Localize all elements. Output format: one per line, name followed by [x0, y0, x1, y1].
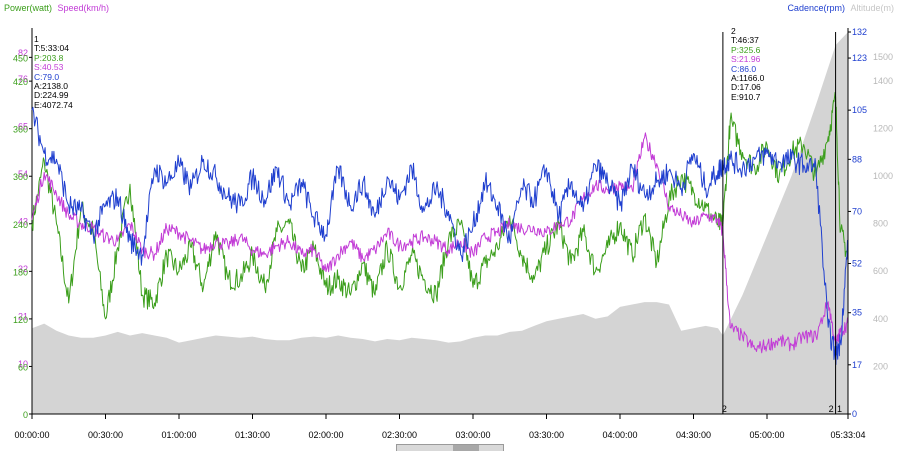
- x-tick-label: 03:30:00: [529, 430, 564, 440]
- altitude-tick-label: 1500: [873, 52, 893, 62]
- readout-time: T:5:33:04: [34, 43, 69, 54]
- left-axes-legend: Power(watt) Speed(km/h): [4, 3, 112, 13]
- speed-tick-label: 21: [18, 311, 28, 321]
- cadence-tick-label: 0: [852, 409, 857, 419]
- altitude-tick-label: 400: [873, 314, 888, 324]
- altitude-area: [32, 32, 848, 414]
- readout-cadence: C:79.0: [34, 71, 60, 82]
- speed-tick-label: 32: [18, 264, 28, 274]
- marker-label: 2: [722, 404, 727, 414]
- cadence-tick-label: 132: [852, 27, 867, 37]
- x-tick-label: 01:00:00: [161, 430, 196, 440]
- speed-tick-label: 54: [18, 169, 28, 179]
- readout-power: P:325.6: [731, 44, 761, 55]
- readout-speed: S:21.96: [731, 54, 761, 65]
- power-tick-label: 180: [13, 267, 28, 277]
- tick-labels-layer: 00:00:00 00:30:00 01:00:00 01:30:00 02:00:00…: [13, 27, 893, 440]
- power-tick-label: 300: [13, 172, 28, 182]
- x-tick-label: 05:00:00: [749, 430, 784, 440]
- readout-altitude: A:2138.0: [34, 81, 69, 92]
- power-tick-label: 120: [13, 315, 28, 325]
- altitude-tick-label: 800: [873, 219, 888, 229]
- cadence-tick-label: 35: [852, 308, 862, 318]
- altitude-tick-label: 1400: [873, 76, 893, 86]
- zoom-control-selected-segment[interactable]: [453, 445, 479, 451]
- cadence-tick-label: 70: [852, 206, 862, 216]
- speed-tick-label: 10: [18, 359, 28, 369]
- speed-tick-label: 65: [18, 121, 28, 131]
- altitude-tick-label: 1000: [873, 171, 893, 181]
- zoom-control-bar[interactable]: [396, 444, 504, 451]
- legend-altitude: Altitude(m): [850, 3, 894, 13]
- altitude-tick-label: 1200: [873, 123, 893, 133]
- legend-power: Power(watt): [4, 3, 53, 13]
- readout-power: P:203.8: [34, 52, 64, 63]
- power-tick-label: 360: [13, 125, 28, 135]
- readout-energy: E:910.7: [731, 91, 761, 102]
- cadence-tick-label: 123: [852, 53, 867, 63]
- power-tick-label: 240: [13, 220, 28, 230]
- readout-panel-2: 2 T:46:37 P:325.6 S:21.96 C:86.0 A:1166.…: [731, 26, 765, 102]
- x-tick-label: 05:33:04: [830, 430, 865, 440]
- x-tick-label: 03:00:00: [455, 430, 490, 440]
- readout-energy: E:4072.74: [34, 99, 73, 110]
- cadence-tick-label: 52: [852, 259, 862, 269]
- cadence-tick-label: 88: [852, 154, 862, 164]
- x-tick-label: 01:30:00: [235, 430, 270, 440]
- readout-altitude: A:1166.0: [731, 73, 765, 84]
- altitude-area-layer: [32, 32, 848, 414]
- x-tick-label: 00:30:00: [88, 430, 123, 440]
- x-tick-label: 00:00:00: [14, 430, 49, 440]
- cadence-tick-label: 105: [852, 105, 867, 115]
- readout-speed: S:40.53: [34, 62, 64, 73]
- readout-label: 1: [34, 34, 39, 44]
- x-tick-label: 04:00:00: [602, 430, 637, 440]
- cadence-tick-label: 17: [852, 360, 862, 370]
- marker-label: 1: [837, 404, 842, 414]
- speed-tick-label: 43: [18, 216, 28, 226]
- power-tick-label: 420: [13, 77, 28, 87]
- legend-cadence: Cadence(rpm): [787, 3, 845, 13]
- speed-tick-label: 76: [18, 74, 28, 84]
- altitude-tick-label: 600: [873, 266, 888, 276]
- power-tick-label: 0: [23, 410, 28, 420]
- x-tick-label: 02:30:00: [382, 430, 417, 440]
- readout-distance: D:17.06: [731, 82, 761, 93]
- power-tick-label: 60: [18, 362, 28, 372]
- cadence-line: [31, 106, 848, 365]
- speed-tick-label: 82: [18, 48, 28, 58]
- readout-panel-1: 1 T:5:33:04 P:203.8 S:40.53 C:79.0 A:213…: [34, 34, 73, 110]
- speed-line: [31, 132, 849, 354]
- right-axes-legend: Cadence(rpm) Altitude(m): [784, 3, 894, 13]
- power-tick-label: 450: [13, 53, 28, 63]
- series-lines-layer: [31, 91, 849, 365]
- altitude-tick-label: 200: [873, 361, 888, 371]
- readout-time: T:46:37: [731, 35, 759, 46]
- readout-label: 2: [731, 26, 736, 36]
- readout-distance: D:224.99: [34, 90, 69, 101]
- legend-speed: Speed(km/h): [57, 3, 110, 13]
- marker-label: 2: [829, 404, 834, 414]
- x-tick-label: 02:00:00: [308, 430, 343, 440]
- readout-cadence: C:86.0: [731, 63, 757, 74]
- x-tick-label: 04:30:00: [676, 430, 711, 440]
- power-line: [31, 91, 849, 320]
